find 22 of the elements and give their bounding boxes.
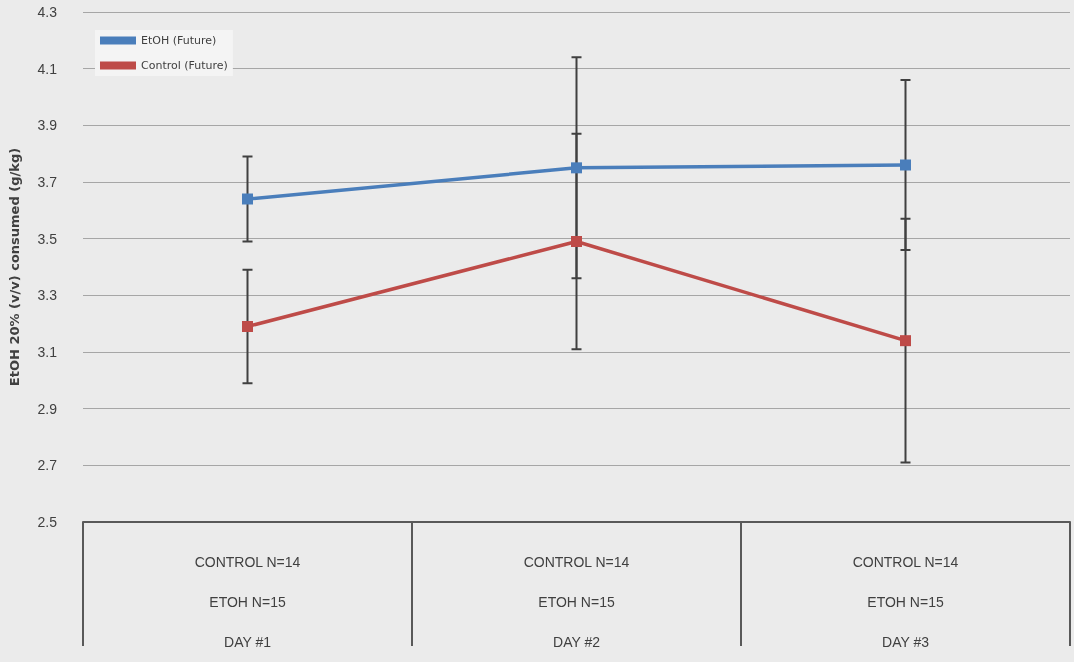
category-label: CONTROL N=14 ETOH N=15 DAY #2 <box>523 554 630 650</box>
y-tick-label: 2.9 <box>37 400 58 417</box>
y-tick-label: 3.1 <box>37 344 58 360</box>
y-tick-label: 3.5 <box>37 230 58 247</box>
point <box>900 159 911 171</box>
y-tick-label: 4.1 <box>37 60 58 77</box>
y-tick-label: 3.9 <box>37 117 58 134</box>
legend-label: EtOH (Future) <box>141 34 217 47</box>
y-tick-label: 4.3 <box>37 4 58 20</box>
y-tick-label: 3.7 <box>37 174 58 190</box>
point <box>571 162 582 174</box>
y-tick-label: 2.7 <box>37 457 58 474</box>
point <box>242 321 253 332</box>
point <box>242 193 253 205</box>
point <box>571 236 582 247</box>
category-label: CONTROL N=14 ETOH N=15 DAY #3 <box>852 554 959 650</box>
y-axis-title: EtOH 20% (v/v) consumed (g/kg) <box>7 147 22 387</box>
point <box>900 335 911 347</box>
y-tick-label: 2.5 <box>37 514 58 530</box>
y-tick-label: 3.3 <box>37 287 58 304</box>
legend-label: Control (Future) <box>141 59 228 72</box>
category-label: CONTROL N=14 ETOH N=15 DAY #1 <box>194 554 301 650</box>
